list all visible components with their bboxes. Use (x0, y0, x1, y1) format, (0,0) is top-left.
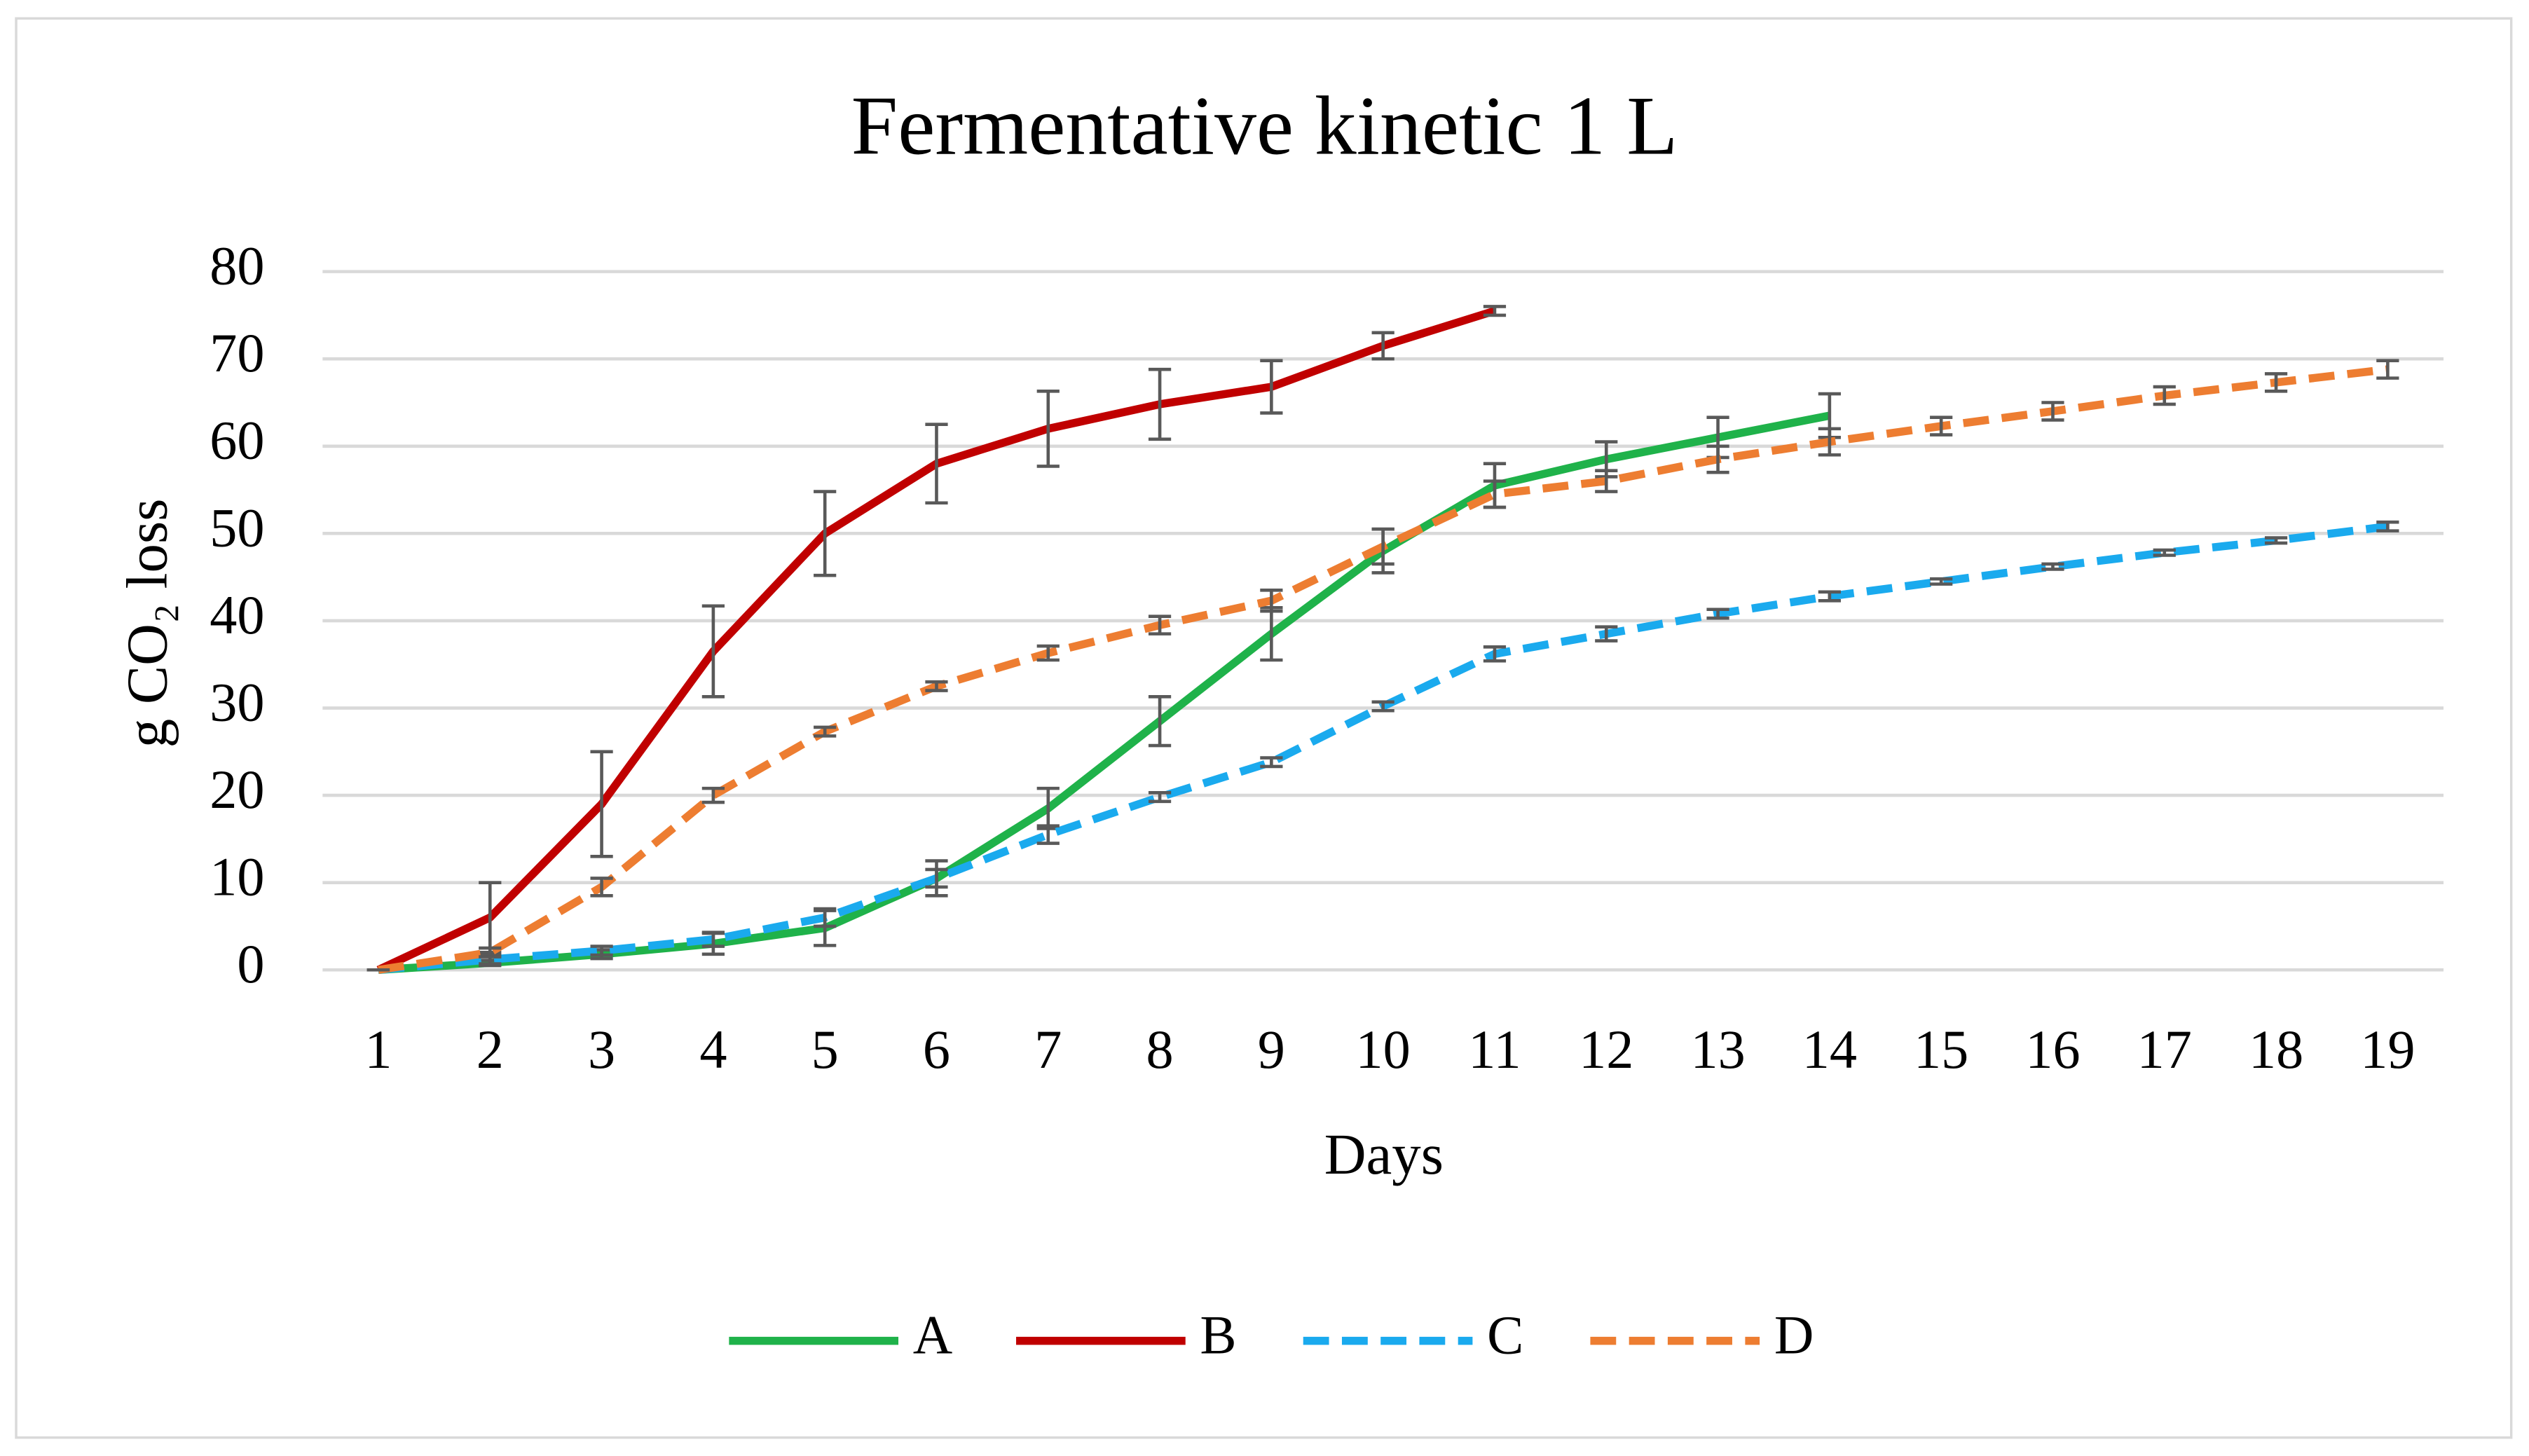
error-bar (2153, 385, 2176, 406)
legend-label: C (1487, 1305, 1523, 1366)
x-tick-label: 17 (2137, 1019, 2192, 1080)
error-bar (1036, 824, 1060, 845)
x-tick-label: 10 (1356, 1019, 1411, 1080)
x-tick-label: 14 (1802, 1019, 1857, 1080)
y-tick-label: 70 (210, 322, 264, 383)
x-tick-label: 18 (2249, 1019, 2303, 1080)
x-tick-label: 11 (1468, 1019, 1521, 1080)
error-bar (1483, 479, 1507, 509)
y-axis-label: g CO₂ loss (115, 499, 179, 748)
error-bar (1036, 389, 1060, 468)
chart-frame (15, 17, 2513, 1439)
x-tick-label: 6 (923, 1019, 950, 1080)
error-bar (2041, 562, 2064, 571)
error-bar (1483, 305, 1507, 317)
legend-label: A (913, 1305, 953, 1366)
error-bar (1148, 367, 1172, 441)
error-bar (1706, 444, 1729, 474)
error-bar (590, 945, 613, 957)
error-bar (1036, 644, 1060, 662)
error-bar (2153, 548, 2176, 557)
error-bar (590, 750, 613, 858)
x-tick-label: 5 (811, 1019, 839, 1080)
error-bar (2376, 359, 2399, 380)
error-bar (1930, 415, 1953, 437)
error-bar (1483, 645, 1507, 663)
error-bar (2041, 401, 2064, 422)
x-axis-label: Days (1324, 1122, 1444, 1186)
error-bar (814, 907, 837, 928)
error-bar (814, 490, 837, 577)
y-tick-label: 80 (210, 235, 264, 296)
y-tick-label: 30 (210, 671, 264, 732)
error-bar (701, 604, 725, 699)
error-bar (2264, 536, 2288, 545)
error-bar (1260, 589, 1283, 613)
error-bar (2264, 372, 2288, 393)
error-bar (1371, 700, 1394, 713)
error-bar (925, 423, 948, 505)
error-bar (1595, 625, 1618, 643)
y-tick-label: 60 (210, 410, 264, 471)
error-bar (1930, 577, 1953, 586)
y-tick-label: 10 (210, 846, 264, 907)
x-tick-label: 13 (1690, 1019, 1745, 1080)
x-tick-label: 3 (588, 1019, 615, 1080)
legend-label: B (1200, 1305, 1236, 1366)
legend-label: D (1774, 1305, 1814, 1366)
y-tick-label: 20 (210, 759, 264, 820)
error-bar (479, 946, 502, 959)
error-bar (1371, 527, 1394, 566)
error-bar (1260, 359, 1283, 415)
error-bar (1260, 756, 1283, 769)
x-tick-label: 19 (2360, 1019, 2415, 1080)
error-bar (1818, 590, 1841, 603)
error-bar (814, 725, 837, 738)
x-tick-label: 8 (1146, 1019, 1174, 1080)
error-bar (590, 877, 613, 898)
error-bar (701, 786, 725, 804)
error-bar (1595, 469, 1618, 493)
x-tick-label: 12 (1579, 1019, 1633, 1080)
error-bar (2376, 520, 2399, 533)
x-tick-label: 16 (2025, 1019, 2080, 1080)
error-bar (1148, 791, 1172, 804)
x-tick-label: 4 (699, 1019, 727, 1080)
y-tick-label: 40 (210, 584, 264, 645)
x-tick-label: 15 (1914, 1019, 1968, 1080)
error-bar (925, 680, 948, 692)
x-tick-label: 7 (1034, 1019, 1062, 1080)
error-bar (1148, 695, 1172, 748)
error-bar (1371, 331, 1394, 361)
chart-title: Fermentative kinetic 1 L (851, 78, 1678, 172)
error-bar (925, 867, 948, 889)
error-bar (1148, 614, 1172, 636)
error-bar (1818, 427, 1841, 457)
x-tick-label: 9 (1258, 1019, 1285, 1080)
y-tick-label: 50 (210, 497, 264, 558)
x-tick-label: 2 (477, 1019, 504, 1080)
x-tick-label: 1 (364, 1019, 392, 1080)
y-tick-label: 0 (237, 933, 264, 994)
error-bar (701, 930, 725, 948)
error-bar (1706, 607, 1729, 620)
